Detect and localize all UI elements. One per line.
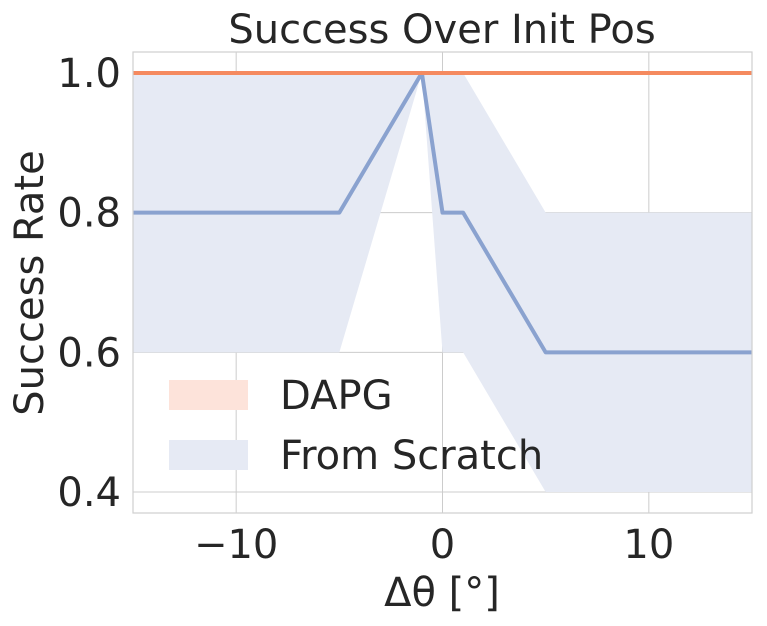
confidence-bands [133,72,752,493]
legend: DAPG From Scratch [169,373,543,479]
series-lines [133,70,752,355]
series-line [133,70,752,355]
x-tick-label: 10 [623,522,674,568]
legend-label: DAPG [280,373,393,419]
legend-label: From Scratch [280,433,543,479]
x-tick-label: −10 [194,522,278,568]
legend-swatch [169,380,248,410]
plot-frame [132,51,753,514]
y-axis-label: Success Rate [7,150,53,415]
y-tick-labels: 0.4 0.6 0.8 1.0 [57,51,121,516]
y-tick-label: 0.6 [57,330,121,376]
confidence-band [133,72,752,493]
y-tick-label: 1.0 [57,51,121,97]
x-axis-label: Δθ [°] [384,570,500,616]
legend-swatch [169,440,248,470]
x-tick-labels: −10 0 10 [194,522,674,568]
y-tick-label: 0.4 [57,470,121,516]
x-tick-label: 0 [430,522,455,568]
y-tick-label: 0.8 [57,191,121,237]
chart-title: Success Over Init Pos [228,7,655,53]
